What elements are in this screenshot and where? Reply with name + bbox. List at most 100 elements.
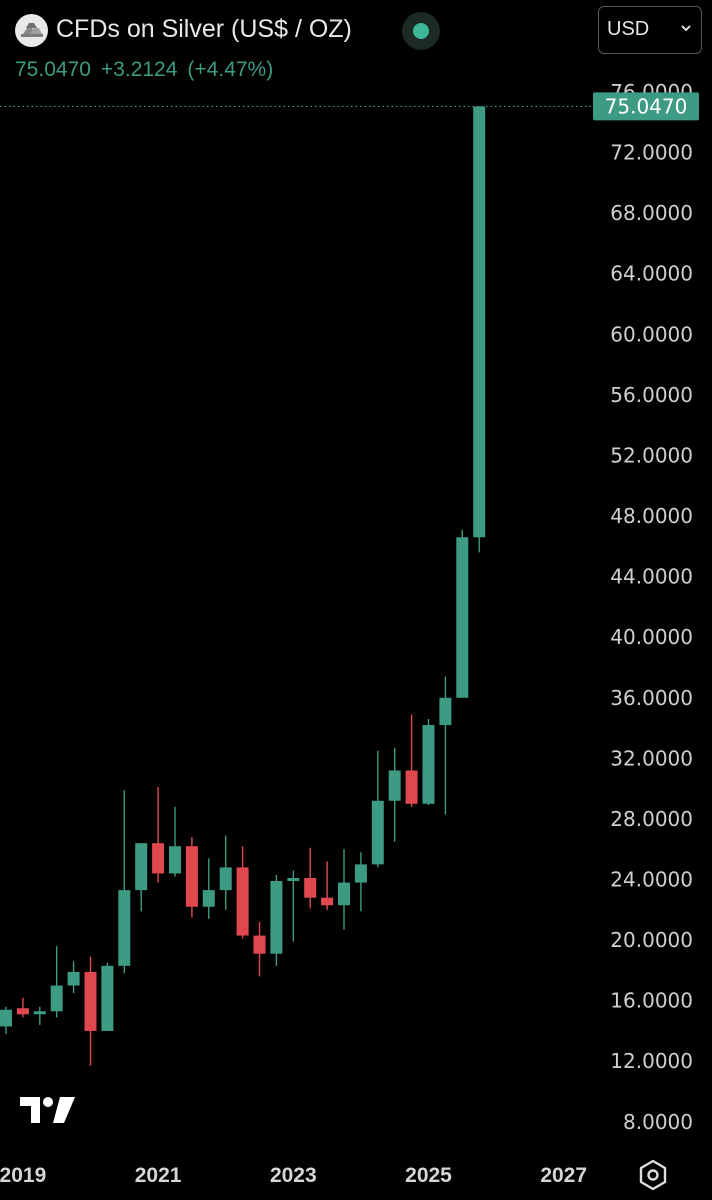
candle xyxy=(185,837,198,918)
candle-body xyxy=(253,935,266,954)
candle-body xyxy=(287,878,300,882)
candle xyxy=(118,790,131,974)
candle xyxy=(152,787,165,883)
candle xyxy=(270,874,283,966)
candle-body xyxy=(16,1008,29,1015)
candle-body xyxy=(473,106,486,538)
candle-body xyxy=(354,864,367,883)
candle xyxy=(405,714,418,807)
candle xyxy=(169,806,181,877)
candle-body xyxy=(270,881,283,954)
candle xyxy=(473,106,486,553)
candle xyxy=(338,849,350,930)
candle xyxy=(202,858,215,919)
candle xyxy=(371,750,384,868)
market-open-dot-icon xyxy=(413,23,429,39)
candle-body xyxy=(219,867,232,891)
price-summary: 75.0470 +3.2124 (+4.47%) xyxy=(15,58,283,82)
y-tick-label: 44.0000 xyxy=(610,565,693,589)
chevron-down-icon xyxy=(681,25,691,32)
candle-body xyxy=(50,985,63,1012)
silver-bars-icon xyxy=(15,14,48,47)
candle-body xyxy=(0,1009,12,1027)
y-tick-label: 40.0000 xyxy=(610,625,693,649)
chart-header: CFDs on Silver (US$ / OZ) 75.0470 +3.2124… xyxy=(0,0,712,100)
candle xyxy=(456,529,469,698)
candle xyxy=(67,961,80,994)
symbol-title[interactable]: CFDs on Silver (US$ / OZ) xyxy=(56,15,352,43)
candle-body xyxy=(371,800,384,865)
candle-body xyxy=(422,725,435,804)
candle xyxy=(321,861,334,910)
candle-body xyxy=(202,890,215,907)
candle xyxy=(135,843,148,912)
x-tick-label: 2019 xyxy=(0,1164,46,1187)
x-tick-label: 2023 xyxy=(270,1164,317,1187)
y-tick-label: 8.0000 xyxy=(623,1110,693,1134)
y-tick-label: 32.0000 xyxy=(610,746,693,770)
tradingview-logo-icon[interactable] xyxy=(20,1095,76,1125)
candle-body xyxy=(456,537,469,698)
candle-body xyxy=(67,971,80,986)
last-price-marker: 75.0470 xyxy=(0,92,699,121)
candle xyxy=(253,921,266,977)
candle-body xyxy=(152,843,165,874)
candle xyxy=(50,946,63,1018)
y-tick-label: 36.0000 xyxy=(610,686,693,710)
candle-body xyxy=(338,882,350,906)
time-axis[interactable]: 2019 2021 2023 2025 2027 xyxy=(0,1164,587,1187)
hexagon-settings-icon[interactable] xyxy=(636,1158,670,1192)
candle xyxy=(0,1006,12,1034)
candle xyxy=(287,870,300,942)
last-price-badge-text: 75.0470 xyxy=(605,94,688,118)
candle-body xyxy=(439,697,452,726)
y-tick-label: 72.0000 xyxy=(610,141,693,165)
candle-body xyxy=(236,867,249,936)
candle xyxy=(439,676,452,815)
candle-body xyxy=(169,846,181,874)
x-tick-label: 2027 xyxy=(540,1164,587,1187)
candle xyxy=(33,1006,46,1025)
currency-select[interactable]: USD xyxy=(598,6,702,54)
candle-body xyxy=(304,878,317,898)
market-status-indicator[interactable] xyxy=(402,12,440,50)
candle-body xyxy=(185,846,198,907)
last-price-badge xyxy=(593,92,699,121)
candle xyxy=(304,847,317,909)
candle xyxy=(16,997,29,1018)
y-tick-label: 24.0000 xyxy=(610,868,693,892)
candle xyxy=(84,956,97,1066)
last-price: 75.0470 xyxy=(15,58,91,81)
candle-body xyxy=(84,971,97,1031)
candle xyxy=(422,718,435,806)
candle-body xyxy=(135,843,148,891)
candle-body xyxy=(388,770,401,801)
y-tick-label: 52.0000 xyxy=(610,443,693,467)
candle xyxy=(101,962,114,1031)
candle xyxy=(219,835,232,910)
y-tick-label: 20.0000 xyxy=(610,928,693,952)
candle-body xyxy=(118,890,131,966)
y-tick-label: 28.0000 xyxy=(610,807,693,831)
y-tick-label: 16.0000 xyxy=(610,989,693,1013)
x-tick-label: 2025 xyxy=(405,1164,452,1187)
price-axis[interactable]: 8.0000 12.0000 16.0000 20.0000 24.0000 28.000… xyxy=(610,80,693,1134)
candle xyxy=(236,846,249,939)
y-tick-label: 56.0000 xyxy=(610,383,693,407)
candle xyxy=(388,747,401,842)
candle xyxy=(354,852,367,912)
candle-body xyxy=(33,1011,46,1015)
candles xyxy=(0,106,486,1066)
price-change-percent: (+4.47%) xyxy=(187,58,274,81)
y-tick-label: 68.0000 xyxy=(610,201,693,225)
x-tick-label: 2021 xyxy=(135,1164,182,1187)
y-tick-label: 12.0000 xyxy=(610,1049,693,1073)
currency-label: USD xyxy=(607,18,650,40)
price-change: +3.2124 xyxy=(100,58,178,81)
y-tick-label: 60.0000 xyxy=(610,322,693,346)
candle-body xyxy=(321,897,334,906)
candle-body xyxy=(101,965,114,1031)
candle-body xyxy=(405,770,418,804)
y-tick-label: 48.0000 xyxy=(610,504,693,528)
